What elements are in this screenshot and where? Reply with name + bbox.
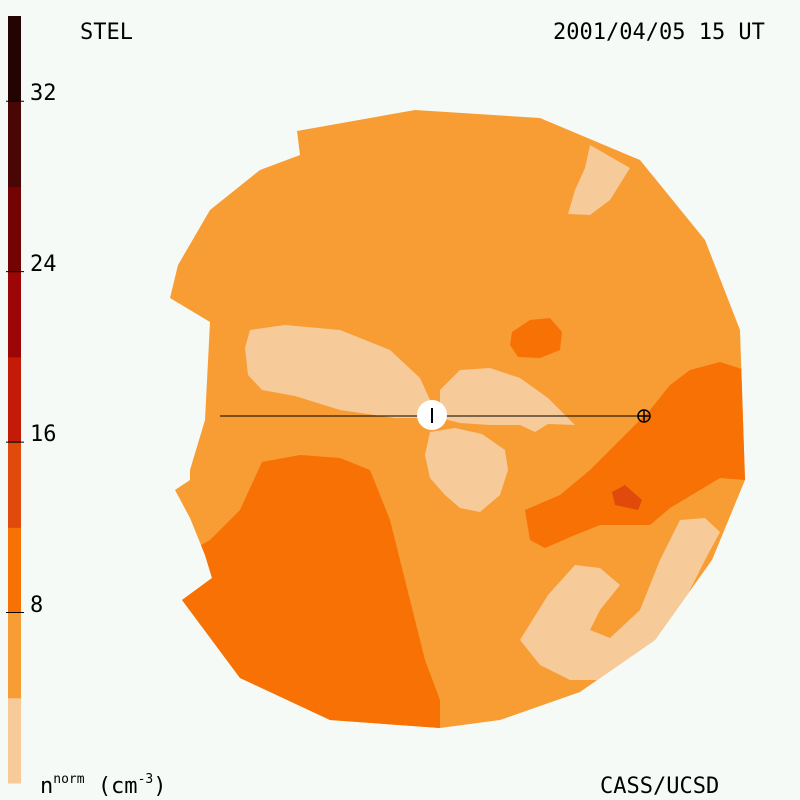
colorbar-ticks (6, 100, 24, 614)
colorbar-band (8, 527, 21, 614)
density-region-right-stream (525, 362, 745, 548)
colorbar-tick-label: 8 (30, 592, 44, 618)
low-density-lower-right-arc (520, 518, 720, 680)
colorbar-band (8, 356, 21, 443)
low-density-lower-lobe (425, 428, 508, 512)
earth-icon (637, 409, 651, 423)
instrument-label: STEL (80, 20, 133, 45)
colorbar-tick-label: 32 (30, 81, 57, 107)
map-disc (170, 110, 745, 728)
low-density-top-right (568, 145, 630, 215)
colorbar-band (8, 186, 21, 273)
colorbar-band (8, 612, 21, 699)
colorbar-tick-label: 16 (30, 422, 57, 448)
colorbar-tick-label: 24 (30, 251, 57, 277)
density-region-upper-right-patch (510, 318, 562, 358)
colorbar-band (8, 101, 21, 187)
density-peak-right (612, 485, 642, 510)
colorbar-band (8, 271, 21, 358)
colorbar-bands (8, 16, 21, 784)
units-exponent: -3 (137, 772, 154, 787)
low-density-left-lobe (245, 325, 430, 418)
units-base: n (40, 774, 54, 799)
colorbar-band (8, 697, 21, 784)
units-paren-open: (cm (97, 774, 138, 799)
sun-icon (417, 400, 447, 430)
units-paren-close: ) (153, 774, 167, 799)
timestamp-label: 2001/04/05 15 UT (553, 20, 765, 45)
colorbar-band (8, 16, 21, 102)
colorbar-units: nnorm (cm-3) (40, 773, 167, 799)
colorbar-band (8, 442, 21, 528)
units-superscript: norm (53, 772, 85, 787)
credit-label: CASS/UCSD (600, 774, 720, 799)
